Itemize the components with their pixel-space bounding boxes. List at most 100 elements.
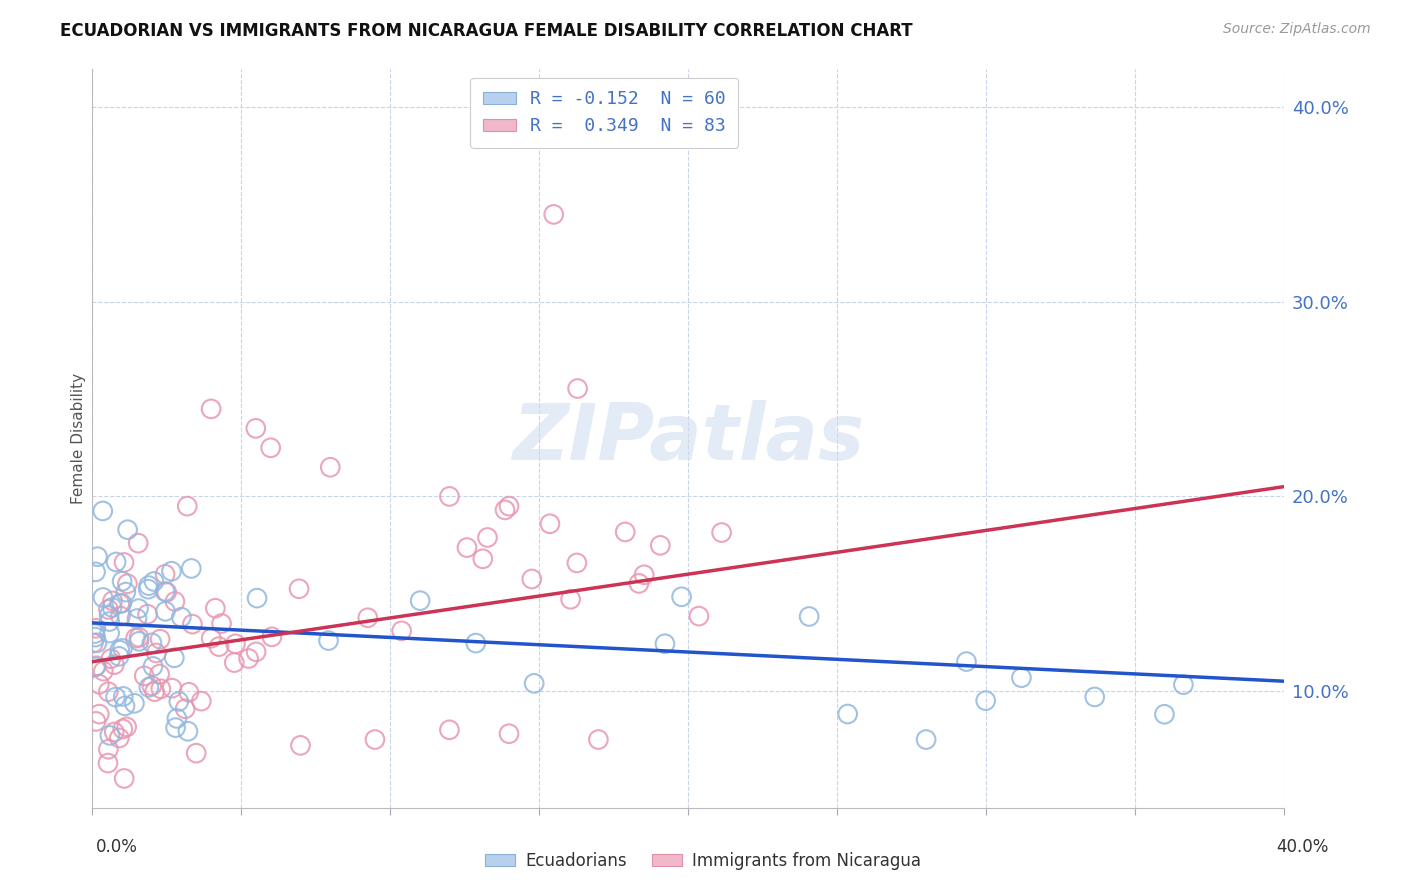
Point: [138, 579, 160, 593]
Point: [117, 576, 139, 591]
Point: [125, 611, 148, 625]
Point: [145, 646, 167, 660]
Point: [671, 590, 693, 604]
Point: [89, 677, 111, 691]
Point: [181, 617, 204, 632]
Point: [710, 525, 733, 540]
Text: ZIPatlas: ZIPatlas: [512, 401, 863, 476]
Point: [97, 684, 120, 698]
Point: [200, 401, 222, 416]
Point: [128, 631, 150, 645]
Point: [627, 576, 650, 591]
Point: [124, 631, 146, 645]
Point: [364, 732, 387, 747]
Point: [211, 616, 233, 631]
Text: 0.0%: 0.0%: [96, 838, 138, 855]
Point: [498, 727, 520, 741]
Point: [97, 742, 120, 756]
Point: [86, 658, 108, 673]
Point: [86, 636, 108, 650]
Point: [160, 564, 183, 578]
Point: [567, 382, 589, 396]
Point: [155, 604, 177, 618]
Point: [149, 681, 172, 696]
Point: [190, 694, 212, 708]
Point: [149, 632, 172, 647]
Point: [260, 441, 283, 455]
Text: ECUADORIAN VS IMMIGRANTS FROM NICARAGUA FEMALE DISABILITY CORRELATION CHART: ECUADORIAN VS IMMIGRANTS FROM NICARAGUA …: [60, 22, 912, 40]
Point: [797, 609, 820, 624]
Text: 40.0%: 40.0%: [1277, 838, 1329, 855]
Point: [105, 555, 128, 569]
Point: [357, 611, 380, 625]
Point: [128, 601, 150, 615]
Point: [523, 676, 546, 690]
Point: [177, 685, 200, 699]
Point: [471, 551, 494, 566]
Point: [136, 582, 159, 597]
Point: [915, 732, 938, 747]
Point: [186, 746, 208, 760]
Point: [115, 720, 138, 734]
Point: [688, 609, 710, 624]
Point: [82, 636, 104, 650]
Point: [238, 651, 260, 665]
Point: [245, 421, 267, 435]
Point: [83, 626, 105, 640]
Y-axis label: Female Disability: Female Disability: [72, 373, 86, 504]
Point: [1010, 671, 1032, 685]
Point: [103, 657, 125, 672]
Point: [100, 651, 122, 665]
Point: [114, 585, 136, 599]
Point: [633, 567, 655, 582]
Point: [111, 722, 134, 736]
Point: [141, 679, 163, 693]
Point: [111, 641, 134, 656]
Point: [112, 772, 135, 786]
Point: [84, 630, 107, 644]
Point: [124, 696, 146, 710]
Point: [111, 596, 134, 610]
Point: [97, 756, 120, 770]
Point: [1153, 707, 1175, 722]
Point: [520, 572, 543, 586]
Point: [114, 698, 136, 713]
Point: [560, 592, 582, 607]
Point: [409, 593, 432, 607]
Point: [108, 731, 131, 745]
Point: [138, 681, 160, 695]
Point: [117, 523, 139, 537]
Point: [174, 702, 197, 716]
Point: [224, 637, 246, 651]
Point: [153, 567, 176, 582]
Point: [177, 724, 200, 739]
Point: [224, 656, 246, 670]
Point: [245, 645, 267, 659]
Point: [110, 609, 132, 624]
Point: [108, 643, 131, 657]
Point: [165, 721, 187, 735]
Point: [91, 504, 114, 518]
Point: [142, 574, 165, 589]
Point: [565, 556, 588, 570]
Point: [1173, 678, 1195, 692]
Point: [246, 591, 269, 606]
Point: [200, 631, 222, 645]
Point: [538, 516, 561, 531]
Point: [1084, 690, 1107, 704]
Point: [84, 621, 107, 635]
Point: [103, 725, 125, 739]
Point: [127, 536, 149, 550]
Point: [84, 660, 107, 674]
Legend: Ecuadorians, Immigrants from Nicaragua: Ecuadorians, Immigrants from Nicaragua: [478, 846, 928, 877]
Point: [104, 690, 127, 704]
Point: [456, 541, 478, 555]
Point: [149, 667, 172, 681]
Point: [208, 640, 231, 654]
Point: [543, 207, 565, 221]
Point: [98, 608, 121, 623]
Point: [260, 630, 283, 644]
Point: [319, 460, 342, 475]
Point: [97, 602, 120, 616]
Point: [288, 582, 311, 596]
